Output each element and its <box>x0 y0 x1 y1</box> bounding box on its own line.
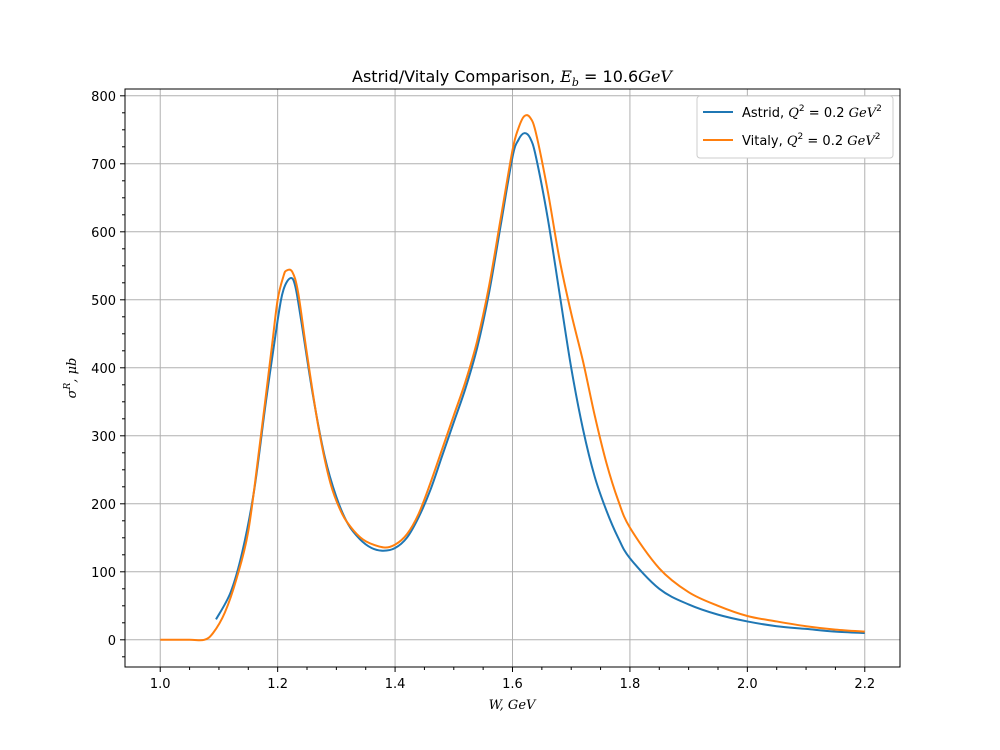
chart-title: Astrid/Vitaly Comparison, Eb = 10.6GeV <box>352 67 673 89</box>
y-tick-label: 300 <box>91 430 116 445</box>
series-line-vitaly <box>160 114 865 642</box>
x-tick-label: 1.4 <box>385 677 406 692</box>
grid-lines <box>125 89 900 667</box>
y-tick-label: 0 <box>108 634 116 649</box>
y-tick-label: 700 <box>91 158 116 173</box>
legend-entry-vitaly: Vitaly, Q2 = 0.2 GeV2 <box>742 132 880 149</box>
y-tick-label: 100 <box>91 566 116 581</box>
y-tick-label: 500 <box>91 294 116 309</box>
x-tick-label: 1.2 <box>267 677 288 692</box>
x-tick-label: 1.8 <box>620 677 641 692</box>
y-axis-label: σR, μb <box>63 358 80 399</box>
x-tick-label: 2.0 <box>737 677 758 692</box>
legend-entry-astrid: Astrid, Q2 = 0.2 GeV2 <box>742 104 882 121</box>
legend: Astrid, Q2 = 0.2 GeV2 Vitaly, Q2 = 0.2 G… <box>696 95 894 159</box>
y-tick-label: 800 <box>91 90 116 105</box>
y-tick-label: 200 <box>91 498 116 513</box>
x-axis-label: W, GeV <box>489 698 537 713</box>
legend-box <box>696 95 894 159</box>
y-tick-label: 400 <box>91 362 116 377</box>
series-layer <box>160 114 865 642</box>
series-line-astrid <box>215 132 865 634</box>
x-tick-label: 1.0 <box>150 677 171 692</box>
axis-ticks: 1.0 1.2 1.4 1.6 1.8 2.0 2.2 0 100 200 300 400 500 600… <box>91 90 875 692</box>
y-tick-label: 600 <box>91 226 116 241</box>
x-tick-label: 2.2 <box>854 677 875 692</box>
x-tick-label: 1.6 <box>502 677 523 692</box>
